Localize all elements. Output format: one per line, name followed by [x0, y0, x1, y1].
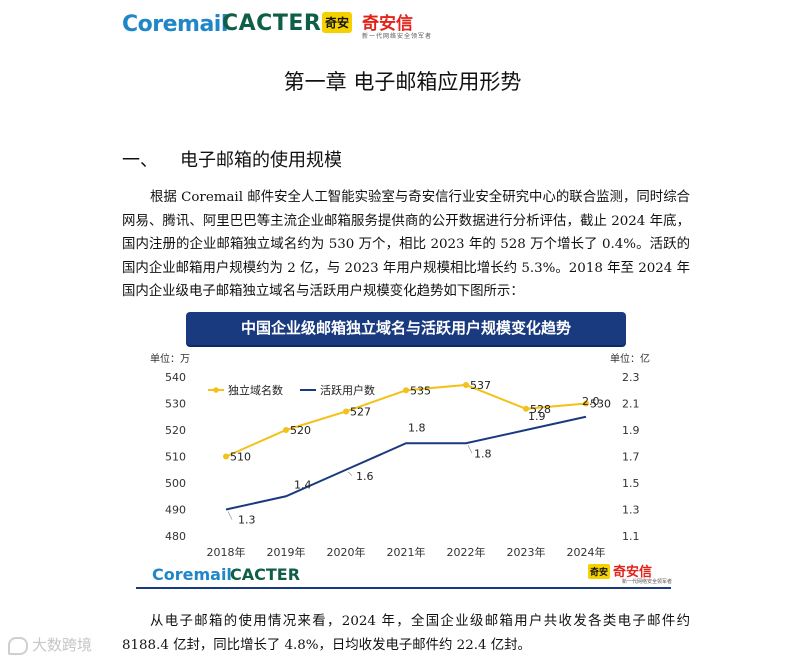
data-point-domains: [583, 400, 589, 407]
qax-logo: 奇安 奇安信 新一代网络安全领军者: [322, 10, 442, 46]
data-label-domains: 528: [530, 403, 551, 416]
body-paragraph-1: 根据 Coremail 邮件安全人工智能实验室与奇安信行业安全研究中心的联合监测…: [122, 190, 690, 299]
footer-divider: [136, 587, 671, 589]
y-left-tick: 510: [165, 451, 186, 464]
header-logos: Coremail CACTER 奇安 奇安信 新一代网络安全领军者: [122, 11, 442, 42]
data-label-users: 1.8: [474, 447, 492, 460]
footer-cacter-logo: CACTER: [230, 565, 301, 584]
data-label-leader-users: [467, 445, 473, 454]
data-point-domains: [223, 453, 229, 460]
data-point-domains: [283, 427, 289, 433]
section-title: 电子邮箱的使用规模: [180, 150, 342, 171]
footer-coremail-logo: Coremail: [152, 565, 232, 584]
data-label-domains: 510: [230, 451, 251, 464]
cacter-logo: CACTER: [222, 11, 322, 36]
data-label-domains: 520: [290, 424, 311, 437]
x-tick: 2020年: [327, 545, 366, 559]
chart-title: 中国企业级邮箱独立域名与活跃用户规模变化趋势: [186, 312, 626, 345]
data-point-domains: [523, 405, 529, 412]
chat-bubble-icon: [8, 636, 28, 655]
x-tick: 2018年: [207, 545, 246, 559]
y-left-tick: 540: [165, 371, 186, 384]
data-point-domains: [343, 408, 349, 415]
x-tick: 2022年: [447, 545, 486, 559]
qax-logo-name: 奇安信: [362, 14, 413, 34]
data-label-domains: 530: [590, 398, 611, 411]
legend-label-users: 活跃用户数: [320, 383, 375, 397]
y-right-tick: 1.1: [622, 530, 640, 543]
x-tick: 2023年: [507, 545, 546, 559]
y-right-tick: 2.1: [622, 398, 640, 411]
x-tick: 2021年: [387, 545, 426, 559]
y-left-unit: 单位：万: [150, 352, 190, 365]
y-right-tick: 1.9: [622, 424, 640, 437]
y-left-tick: 520: [165, 424, 186, 437]
chart-footer: Coremail CACTER 奇安 奇安信 新一代网络安全领军者: [136, 561, 672, 603]
data-label-domains: 527: [350, 405, 371, 418]
y-left-tick: 490: [165, 504, 186, 517]
y-right-tick: 1.3: [622, 504, 640, 517]
chapter-title: 第一章 电子邮箱应用形势: [283, 70, 522, 94]
data-point-domains: [403, 387, 409, 394]
series-line-users: [225, 415, 587, 511]
data-label-users: 1.4: [294, 478, 312, 491]
y-right-tick: 2.3: [622, 371, 640, 384]
section-number: 一、: [122, 150, 158, 171]
footer-qax-mark: 奇安: [588, 564, 611, 579]
y-left-tick: 530: [165, 398, 186, 411]
data-label-domains: 537: [470, 379, 491, 392]
qax-logo-tagline: 新一代网络安全领军者: [362, 33, 433, 40]
data-label-users: 1.3: [238, 514, 256, 527]
x-tick: 2019年: [267, 545, 306, 559]
chart-plot: 单位：万 单位：亿 540 530 520 510 500 490 480 2.3 2.1 1.9 1.…: [150, 352, 650, 559]
coremail-logo: Coremail: [122, 12, 228, 37]
data-label-users: 1.9: [528, 410, 546, 423]
data-label-users: 2.0: [582, 395, 600, 408]
footer-qax-tagline: 新一代网络安全领军者: [622, 579, 673, 585]
watermark: 大数跨境: [8, 634, 92, 655]
data-label-users: 1.8: [408, 421, 426, 434]
data-label-leader-users: [347, 471, 353, 477]
section-heading: 一、 电子邮箱的使用规模: [122, 146, 342, 172]
body-paragraph-2: 从电子邮箱的使用情况来看，2024 年，全国企业级邮箱用户共收发各类电子邮件约 …: [122, 614, 690, 653]
footer-qax-logo: 奇安 奇安信 新一代网络安全领军者: [588, 561, 672, 585]
y-left-tick: 480: [165, 530, 186, 543]
y-right-tick: 1.7: [622, 451, 640, 464]
legend-label-domains: 独立域名数: [228, 383, 283, 397]
y-left-tick: 500: [165, 477, 186, 490]
chart: 单位：万 单位：亿 540 530 520 510 500 490 480 2.3 2.1 1.9 1.…: [136, 310, 672, 605]
data-point-domains: [463, 381, 469, 388]
y-right-unit: 单位：亿: [610, 352, 650, 365]
y-right-tick: 1.5: [622, 477, 640, 490]
footer-qax-name: 奇安信: [613, 565, 653, 580]
data-label-leader-users: [227, 511, 233, 520]
x-tick: 2024年: [567, 545, 606, 559]
data-label-domains: 535: [410, 384, 431, 397]
data-label-users: 1.6: [356, 470, 374, 483]
qax-logo-mark: 奇安: [322, 12, 353, 33]
watermark-text: 大数跨境: [32, 636, 93, 654]
